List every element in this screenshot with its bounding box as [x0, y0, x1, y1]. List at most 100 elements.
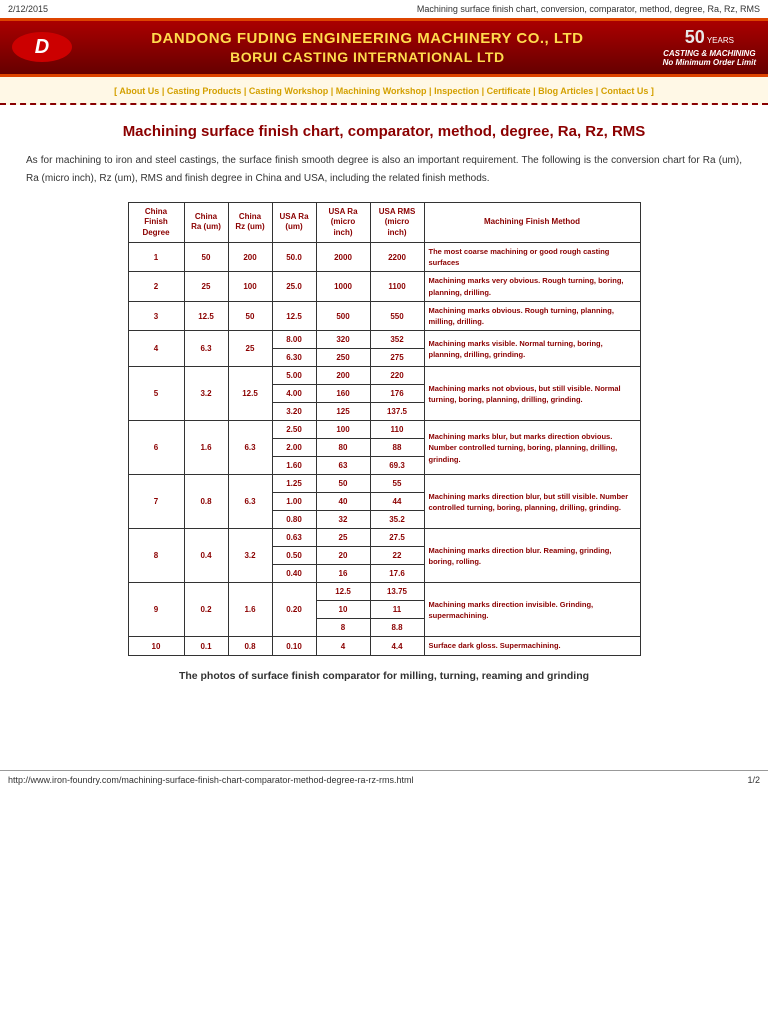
- table-cell: 0.20: [272, 583, 316, 637]
- table-cell: 1000: [316, 272, 370, 302]
- table-cell-method: Machining marks not obvious, but still v…: [424, 367, 640, 421]
- table-cell-method: Machining marks blur, but marks directio…: [424, 421, 640, 475]
- table-cell: 40: [316, 493, 370, 511]
- table-cell: 500: [316, 301, 370, 331]
- table-cell: 12.5: [184, 301, 228, 331]
- table-cell: 69.3: [370, 457, 424, 475]
- table-cell: 0.2: [184, 583, 228, 637]
- table-cell: 9: [128, 583, 184, 637]
- footer-page: 1/2: [747, 775, 760, 785]
- intro-text: As for machining to iron and steel casti…: [26, 152, 742, 188]
- table-cell: 160: [316, 385, 370, 403]
- table-cell: 200: [228, 242, 272, 272]
- table-cell: 100: [316, 421, 370, 439]
- table-cell: 0.40: [272, 565, 316, 583]
- table-cell-method: Machining marks visible. Normal turning,…: [424, 331, 640, 367]
- table-cell: 2.50: [272, 421, 316, 439]
- table-cell: 110: [370, 421, 424, 439]
- table-cell: 8.8: [370, 619, 424, 637]
- table-cell: 20: [316, 547, 370, 565]
- finish-chart-table: China Finish DegreeChina Ra (um)China Rz…: [128, 202, 641, 656]
- table-cell: 1100: [370, 272, 424, 302]
- table-row: 15020050.020002200The most coarse machin…: [128, 242, 640, 272]
- table-cell: 2000: [316, 242, 370, 272]
- table-cell: 7: [128, 475, 184, 529]
- table-cell-method: Machining marks direction invisible. Gri…: [424, 583, 640, 637]
- print-title: Machining surface finish chart, conversi…: [417, 4, 760, 14]
- table-cell: 3.2: [184, 367, 228, 421]
- table-row: 312.55012.5500550Machining marks obvious…: [128, 301, 640, 331]
- table-cell: 3.20: [272, 403, 316, 421]
- table-cell: 8: [128, 529, 184, 583]
- table-cell: 4: [316, 637, 370, 655]
- table-cell: 32: [316, 511, 370, 529]
- table-cell: 2200: [370, 242, 424, 272]
- footer-url: http://www.iron-foundry.com/machining-su…: [8, 775, 413, 785]
- print-footer: http://www.iron-foundry.com/machining-su…: [0, 770, 768, 789]
- table-cell: 3: [128, 301, 184, 331]
- table-cell: 8.00: [272, 331, 316, 349]
- table-header: China Rz (um): [228, 202, 272, 242]
- table-cell: 1.6: [184, 421, 228, 475]
- table-row: 53.212.55.00200220Machining marks not ob…: [128, 367, 640, 385]
- table-cell: 1: [128, 242, 184, 272]
- print-header: 2/12/2015 Machining surface finish chart…: [0, 0, 768, 18]
- table-cell-method: Machining marks direction blur, but stil…: [424, 475, 640, 529]
- table-cell: 22: [370, 547, 424, 565]
- table-cell: 25: [184, 272, 228, 302]
- table-row: 22510025.010001100Machining marks very o…: [128, 272, 640, 302]
- table-cell: 63: [316, 457, 370, 475]
- table-header: USA Ra (um): [272, 202, 316, 242]
- table-cell: 0.8: [184, 475, 228, 529]
- table-cell-method: Machining marks obvious. Rough turning, …: [424, 301, 640, 331]
- table-cell: 12.5: [316, 583, 370, 601]
- table-cell: 125: [316, 403, 370, 421]
- table-cell: 352: [370, 331, 424, 349]
- table-cell: 0.8: [228, 637, 272, 655]
- comparator-subheading: The photos of surface finish comparator …: [26, 670, 742, 682]
- table-cell: 320: [316, 331, 370, 349]
- table-cell: 6.3: [228, 475, 272, 529]
- table-cell: 50: [316, 475, 370, 493]
- table-cell: 80: [316, 439, 370, 457]
- table-cell: 0.63: [272, 529, 316, 547]
- table-cell: 44: [370, 493, 424, 511]
- years-badge: 50 YEARS CASTING & MACHINING No Minimum …: [663, 27, 756, 68]
- table-cell-method: Surface dark gloss. Supermachining.: [424, 637, 640, 655]
- table-row: 46.3258.00320352Machining marks visible.…: [128, 331, 640, 349]
- table-cell: 50.0: [272, 242, 316, 272]
- table-cell: 25: [316, 529, 370, 547]
- table-cell-method: Machining marks direction blur. Reaming,…: [424, 529, 640, 583]
- table-header: China Finish Degree: [128, 202, 184, 242]
- company-name-2: BORUI CASTING INTERNATIONAL LTD: [72, 49, 663, 65]
- table-cell: 55: [370, 475, 424, 493]
- table-cell: 4: [128, 331, 184, 367]
- table-cell: 275: [370, 349, 424, 367]
- table-cell: 35.2: [370, 511, 424, 529]
- table-header: Machining Finish Method: [424, 202, 640, 242]
- badge-line-1: CASTING & MACHINING: [663, 49, 756, 59]
- table-row: 61.66.32.50100110Machining marks blur, b…: [128, 421, 640, 439]
- table-cell: 1.00: [272, 493, 316, 511]
- table-cell: 88: [370, 439, 424, 457]
- logo-letter: D: [35, 36, 49, 59]
- table-header: China Ra (um): [184, 202, 228, 242]
- main-content: Machining surface finish chart, comparat…: [0, 105, 768, 700]
- table-cell: 1.60: [272, 457, 316, 475]
- badge-line-2: No Minimum Order Limit: [663, 58, 756, 68]
- badge-years-label: YEARS: [707, 36, 734, 45]
- table-cell: 25: [228, 331, 272, 367]
- table-cell: 6.3: [184, 331, 228, 367]
- table-cell: 137.5: [370, 403, 424, 421]
- table-cell: 6: [128, 421, 184, 475]
- table-cell: 5: [128, 367, 184, 421]
- table-cell: 550: [370, 301, 424, 331]
- table-cell: 1.25: [272, 475, 316, 493]
- table-cell: 16: [316, 565, 370, 583]
- nav-links[interactable]: [ About Us | Casting Products | Casting …: [114, 86, 654, 96]
- table-header: USA RMS (micro inch): [370, 202, 424, 242]
- company-logo: D: [12, 32, 72, 62]
- table-cell: 2.00: [272, 439, 316, 457]
- table-cell: 5.00: [272, 367, 316, 385]
- print-date: 2/12/2015: [8, 4, 48, 14]
